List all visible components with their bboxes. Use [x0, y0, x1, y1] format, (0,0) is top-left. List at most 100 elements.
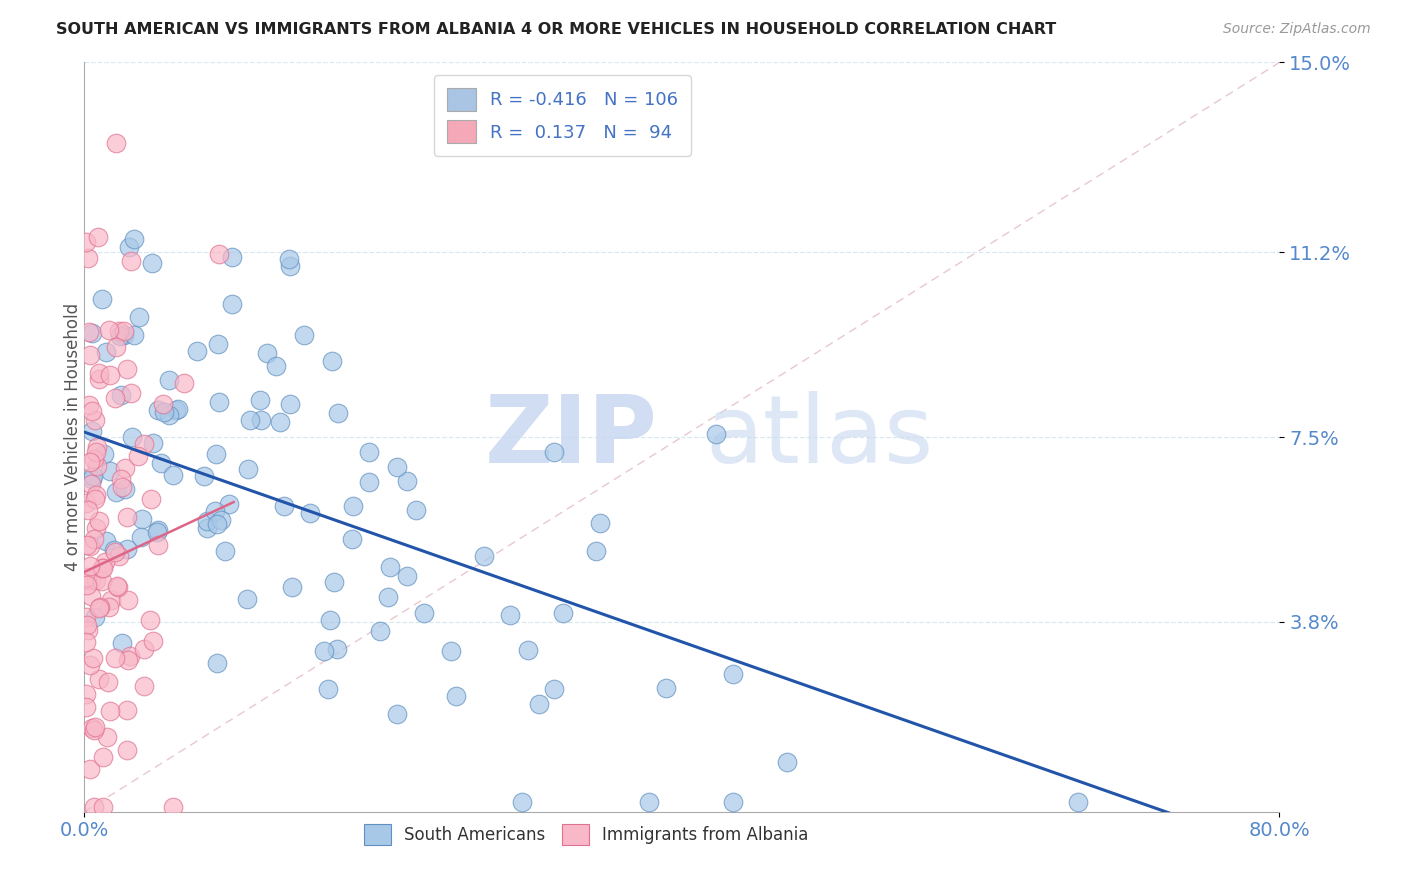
Text: atlas: atlas — [706, 391, 934, 483]
Point — [91, 799, 114, 814]
Point — [405, 502, 427, 516]
Point — [553, 606, 575, 620]
Point — [162, 468, 184, 483]
Point — [84, 488, 107, 502]
Point — [79, 539, 101, 553]
Point — [76, 570, 98, 584]
Point — [79, 762, 101, 776]
Point — [89, 600, 111, 615]
Point — [117, 743, 139, 757]
Point — [585, 543, 607, 558]
Point — [104, 545, 127, 559]
Point — [107, 324, 129, 338]
Point — [723, 795, 745, 809]
Point — [499, 608, 522, 623]
Point — [214, 544, 236, 558]
Point — [704, 426, 727, 441]
Point — [655, 681, 678, 695]
Point — [75, 687, 97, 701]
Point — [149, 456, 172, 470]
Point — [221, 250, 243, 264]
Point — [107, 549, 129, 563]
Point — [122, 231, 145, 245]
Point — [87, 515, 110, 529]
Point — [162, 799, 184, 814]
Legend: South Americans, Immigrants from Albania: South Americans, Immigrants from Albania — [357, 817, 815, 852]
Point — [93, 750, 115, 764]
Point — [157, 408, 180, 422]
Point — [75, 634, 97, 648]
Point — [148, 403, 170, 417]
Point — [152, 397, 174, 411]
Point — [114, 483, 136, 497]
Point — [80, 326, 103, 340]
Point — [204, 504, 226, 518]
Point — [79, 455, 101, 469]
Point — [543, 681, 565, 696]
Point — [120, 253, 142, 268]
Point — [83, 799, 105, 814]
Point — [208, 247, 231, 261]
Point — [173, 376, 195, 391]
Point — [79, 398, 101, 412]
Point — [79, 348, 101, 362]
Point — [281, 580, 304, 594]
Point — [413, 606, 436, 620]
Point — [97, 674, 120, 689]
Point — [527, 697, 550, 711]
Point — [110, 472, 132, 486]
Point — [278, 259, 301, 273]
Point — [444, 689, 467, 703]
Point — [83, 720, 105, 734]
Point — [328, 407, 350, 421]
Point — [299, 506, 322, 520]
Point — [80, 573, 103, 587]
Point — [105, 579, 128, 593]
Point — [87, 601, 110, 615]
Point — [131, 512, 153, 526]
Point — [96, 731, 118, 745]
Point — [84, 574, 107, 588]
Point — [129, 530, 152, 544]
Point — [510, 795, 533, 809]
Point — [139, 613, 162, 627]
Point — [205, 656, 228, 670]
Point — [120, 649, 142, 664]
Point — [90, 561, 112, 575]
Point — [516, 643, 538, 657]
Point — [111, 636, 134, 650]
Point — [98, 704, 121, 718]
Point — [141, 492, 163, 507]
Point — [98, 599, 121, 614]
Point — [218, 497, 240, 511]
Point — [84, 412, 107, 426]
Point — [132, 679, 155, 693]
Point — [93, 555, 115, 569]
Point — [638, 795, 661, 809]
Point — [776, 755, 799, 769]
Point — [249, 393, 271, 408]
Point — [98, 368, 121, 383]
Point — [342, 499, 364, 513]
Point — [205, 517, 228, 532]
Point — [195, 521, 218, 535]
Point — [207, 337, 229, 351]
Point — [117, 703, 139, 717]
Point — [208, 395, 231, 409]
Point — [195, 514, 218, 528]
Point — [104, 484, 127, 499]
Point — [90, 574, 112, 589]
Point — [117, 362, 139, 376]
Point — [141, 256, 163, 270]
Point — [209, 513, 232, 527]
Point — [387, 707, 409, 722]
Point — [277, 252, 299, 267]
Point — [104, 391, 127, 405]
Point — [82, 721, 104, 735]
Point — [80, 589, 103, 603]
Point — [117, 653, 139, 667]
Point — [385, 459, 408, 474]
Point — [321, 354, 343, 368]
Point — [357, 475, 380, 489]
Point — [1067, 795, 1090, 809]
